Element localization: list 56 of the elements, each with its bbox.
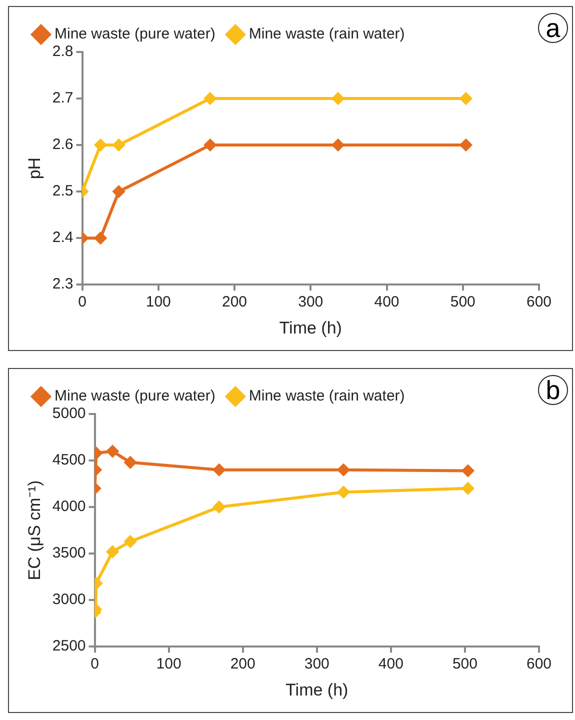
x-tick-label: 300: [298, 294, 324, 311]
point: [204, 139, 216, 152]
x-tick-label: 600: [526, 656, 552, 673]
x-tick-label: 200: [222, 294, 248, 311]
y-axis-title: pH: [24, 157, 44, 180]
point: [332, 92, 344, 105]
point: [462, 464, 474, 477]
y-tick-label: 2500: [52, 638, 86, 655]
y-tick-label: 2.8: [52, 43, 74, 60]
point: [106, 546, 119, 558]
y-tick-label: 2.6: [52, 136, 74, 154]
point: [94, 232, 107, 244]
x-tick-label: 500: [450, 294, 476, 311]
point: [112, 186, 125, 198]
x-tick-label: 200: [230, 656, 256, 673]
x-tick-label: 400: [374, 294, 400, 311]
legend-label: Mine waste (rain water): [248, 388, 405, 405]
y-tick-label: 2.3: [52, 276, 74, 293]
x-tick-label: 500: [452, 656, 478, 673]
y-tick-label: 3500: [52, 544, 86, 562]
point: [213, 464, 226, 476]
legend-label: Mine waste (rain water): [248, 26, 405, 43]
x-tick-label: 100: [146, 294, 171, 311]
legend-label: Mine waste (pure water): [54, 26, 216, 43]
point: [460, 92, 472, 105]
point: [112, 139, 125, 152]
x-tick-label: 0: [78, 294, 86, 311]
y-tick-label: 2.5: [52, 182, 74, 200]
y-tick-label: 4000: [52, 498, 86, 516]
point: [460, 139, 472, 152]
text: b: [538, 375, 568, 405]
point: [213, 501, 226, 514]
point: [462, 482, 474, 494]
x-tick-label: 0: [90, 656, 99, 673]
x-tick-label: 400: [378, 656, 404, 673]
point: [106, 445, 119, 458]
y-axis-title: EC (μS cm⁻¹): [24, 480, 44, 580]
x-tick-label: 600: [526, 294, 552, 311]
point: [338, 464, 350, 476]
x-tick-label: 100: [156, 656, 182, 673]
y-tick-label: 2.7: [52, 90, 74, 107]
point: [124, 535, 136, 548]
legend-label: Mine waste (pure water): [54, 388, 216, 405]
y-tick-label: 5000: [52, 405, 86, 422]
point: [338, 486, 350, 498]
y-tick-label: 2.4: [52, 229, 74, 246]
point: [94, 139, 107, 152]
x-tick-label: 300: [304, 656, 330, 673]
point: [204, 92, 216, 105]
x-axis-title: Time (h): [286, 680, 348, 700]
point: [332, 139, 344, 152]
x-axis-title: Time (h): [279, 318, 342, 338]
y-tick-label: 4500: [52, 452, 86, 469]
text: a: [538, 13, 568, 43]
y-tick-label: 3000: [52, 591, 86, 608]
point: [124, 456, 136, 468]
